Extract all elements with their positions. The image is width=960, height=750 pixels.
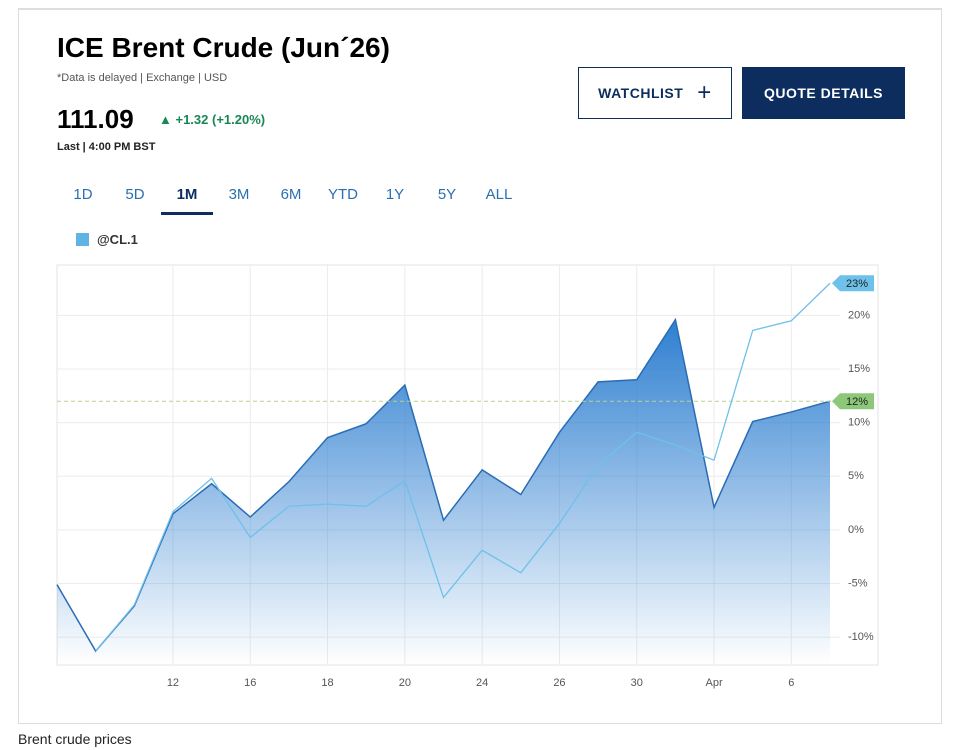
range-tab[interactable]: 1D [73,186,93,203]
x-tick-label: 26 [553,677,565,689]
y-tick-label: 15% [848,363,870,375]
area-line [56,317,831,653]
x-tick-label: 24 [476,677,488,689]
widget-frame [18,8,942,724]
y-tick-label: -5% [848,577,868,589]
y-tick-label: 0% [848,524,864,536]
range-tab[interactable]: 5Y [437,186,457,203]
value-badge [832,275,874,292]
y-tick-label: 5% [848,470,864,482]
value-label: 23% [846,278,868,290]
price: 111.09 [57,104,134,134]
caption: Brent crude prices [18,731,132,747]
title: ICE Brent Crude (Jun´26) [57,32,390,63]
range-tab[interactable]: 3M [228,186,250,203]
range-tab[interactable]: 5D [125,186,145,203]
range-tab[interactable]: 6M [280,186,302,203]
y-tick-label: 10% [848,417,870,429]
x-tick-label: 6 [788,677,794,689]
x-tick-label: Apr [705,677,722,689]
last-time: Last | 4:00 PM BST [57,141,156,153]
value-label: 12% [846,396,868,408]
range-tabs: 1D 5D 1M 3M 6M YTD 1Y 5Y ALL [57,183,525,215]
watchlist-button[interactable]: WATCHLIST + [578,67,732,119]
plus-icon: + [697,79,712,106]
range-tab[interactable]: YTD [328,186,358,203]
x-tick-label: 18 [321,677,333,689]
x-tick-label: 16 [244,677,256,689]
range-tab[interactable]: 1Y [385,186,405,203]
line [95,282,831,652]
range-tab[interactable]: 1M [161,183,213,215]
data-note: *Data is delayed | Exchange | USD [57,72,228,84]
legend-swatch [76,233,89,246]
x-tick-label: 12 [167,677,179,689]
x-tick-label: 30 [631,677,643,689]
range-tab[interactable]: ALL [485,186,513,203]
quote-details-button[interactable]: QUOTE DETAILS [742,67,905,119]
value-badge [832,393,874,410]
x-tick-label: 20 [399,677,411,689]
legend-label: @CL.1 [97,232,138,247]
y-tick-label: 20% [848,309,870,321]
y-tick-label: -10% [848,631,874,643]
button-label: QUOTE DETAILS [763,85,884,101]
button-label: WATCHLIST [598,85,684,101]
price-change: ▲ +1.32 (+1.20%) [159,112,266,127]
legend: @CL.1 [76,232,138,247]
area-fill [57,319,830,665]
